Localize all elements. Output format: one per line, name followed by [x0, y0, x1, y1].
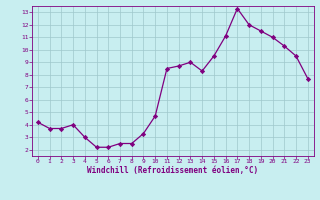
X-axis label: Windchill (Refroidissement éolien,°C): Windchill (Refroidissement éolien,°C): [87, 166, 258, 175]
